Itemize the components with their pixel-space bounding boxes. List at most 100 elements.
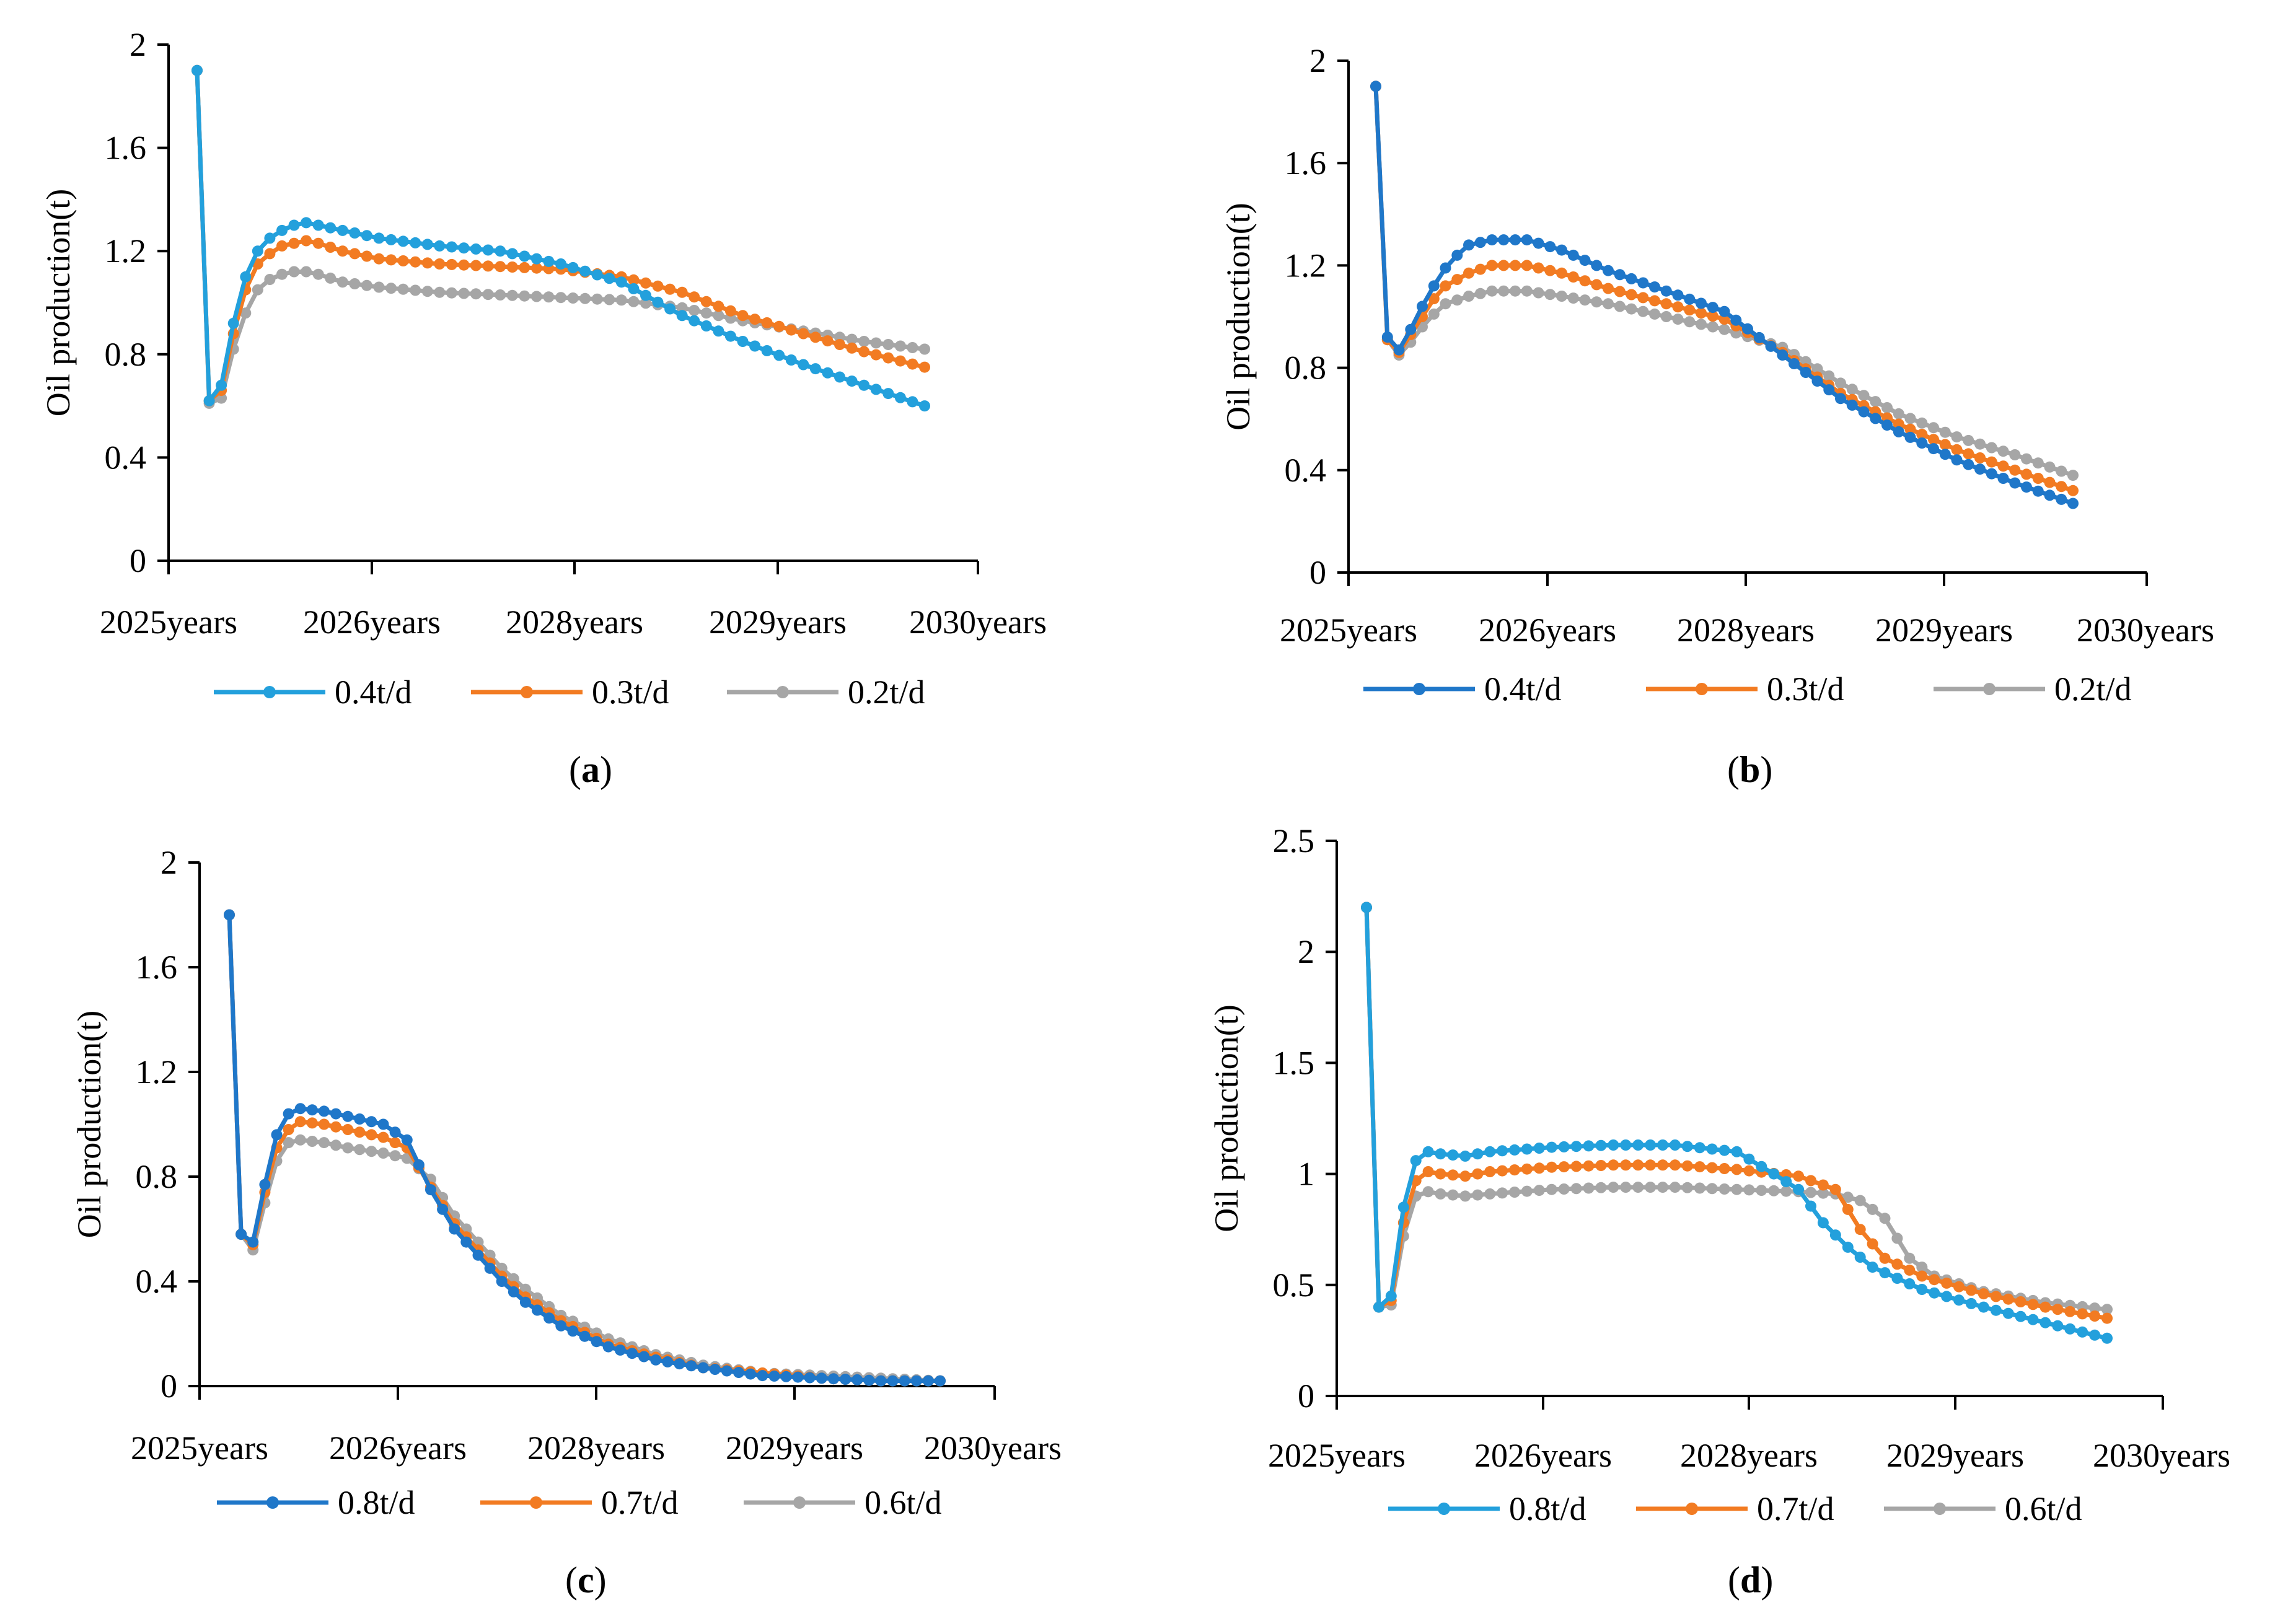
data-point	[385, 283, 397, 294]
data-point	[1694, 1142, 1705, 1154]
data-point	[689, 291, 700, 303]
data-point	[1393, 344, 1405, 356]
data-point	[1718, 323, 1730, 335]
data-point	[337, 245, 348, 257]
legend-label: 0.6t/d	[865, 1484, 942, 1521]
data-point	[1373, 1301, 1384, 1313]
data-point	[1440, 262, 1451, 274]
data-point	[306, 1117, 318, 1129]
data-point	[397, 283, 409, 295]
data-point	[203, 395, 215, 406]
data-point	[1718, 1183, 1730, 1195]
legend-label: 0.8t/d	[338, 1484, 415, 1521]
data-point	[1447, 1189, 1459, 1201]
data-point	[1829, 1183, 1841, 1195]
data-point	[894, 340, 906, 352]
data-point	[288, 219, 300, 231]
data-point	[567, 1325, 579, 1337]
data-point	[773, 349, 785, 361]
data-point	[1510, 260, 1521, 271]
data-point	[1823, 370, 1835, 382]
data-point	[822, 367, 834, 379]
y-tick-label: 0.4	[136, 1263, 178, 1300]
data-point	[733, 1367, 744, 1378]
data-point	[1672, 301, 1684, 313]
data-point	[602, 1341, 614, 1353]
legend-marker	[1983, 683, 1996, 695]
data-point	[312, 219, 324, 231]
data-point	[366, 1129, 377, 1141]
data-point	[1603, 283, 1614, 294]
data-point	[567, 292, 579, 304]
data-point	[1963, 434, 1974, 446]
y-tick-label: 1.5	[1273, 1044, 1315, 1081]
data-point	[288, 237, 300, 249]
data-point	[1817, 1179, 1829, 1191]
data-point	[2077, 1326, 2088, 1338]
data-point	[1951, 444, 1963, 455]
data-point	[1974, 438, 1986, 450]
legend-marker	[263, 686, 276, 698]
data-point	[662, 1356, 674, 1367]
data-point	[1904, 1264, 1916, 1276]
data-point	[301, 235, 312, 247]
data-point	[410, 284, 421, 296]
data-point	[495, 245, 506, 257]
data-point	[700, 307, 712, 319]
data-point	[1669, 1139, 1681, 1151]
data-point	[689, 315, 700, 327]
data-point	[664, 283, 676, 295]
data-point	[1696, 307, 1707, 319]
data-point	[283, 1108, 294, 1120]
data-point	[361, 230, 372, 242]
data-point	[1435, 1188, 1446, 1200]
data-point	[1474, 263, 1486, 275]
data-point	[700, 320, 712, 331]
data-point	[685, 1360, 697, 1372]
legend-entry: 0.3t/d	[1646, 670, 1844, 708]
data-point	[1657, 1159, 1668, 1171]
data-point	[1486, 260, 1498, 271]
data-point	[1556, 291, 1567, 302]
data-point	[519, 290, 530, 302]
data-point	[1929, 1287, 1940, 1299]
data-point	[1591, 296, 1603, 308]
panel-label-close: )	[600, 749, 612, 790]
data-point	[283, 1124, 294, 1135]
data-point	[851, 1374, 863, 1385]
data-point	[389, 1137, 401, 1149]
data-point	[1939, 449, 1951, 460]
data-point	[664, 303, 676, 315]
data-point	[1929, 1274, 1940, 1286]
data-point	[1583, 1140, 1595, 1152]
data-point	[591, 1336, 602, 1348]
data-point	[337, 276, 348, 288]
x-tick-label: 2029years	[726, 1429, 863, 1467]
data-point	[1546, 1183, 1557, 1195]
data-point	[882, 388, 894, 400]
data-point	[325, 272, 337, 284]
data-point	[1558, 1141, 1570, 1152]
data-point	[1608, 1182, 1619, 1193]
data-point	[470, 260, 482, 271]
data-point	[224, 909, 235, 921]
x-tick-label: 2028years	[1677, 612, 1815, 649]
data-point	[579, 292, 591, 304]
data-point	[1879, 1252, 1891, 1264]
data-point	[294, 1116, 306, 1128]
data-point	[312, 268, 324, 280]
data-point	[1603, 298, 1614, 310]
legend-label: 0.4t/d	[1484, 670, 1562, 708]
data-point	[1579, 294, 1591, 306]
data-point	[792, 1371, 804, 1383]
data-point	[2101, 1332, 2113, 1344]
data-point	[397, 255, 409, 266]
chart-panel-d: 0 0.5 1 1.5 2 2.5 2025years 2026years 2028years 2…	[1208, 822, 2230, 1600]
data-point	[2032, 485, 2044, 497]
data-point	[1730, 314, 1742, 326]
series-line	[1364, 907, 2108, 1341]
data-point	[543, 291, 555, 303]
data-point	[2067, 470, 2079, 481]
data-point	[373, 253, 385, 265]
data-point	[919, 343, 930, 355]
